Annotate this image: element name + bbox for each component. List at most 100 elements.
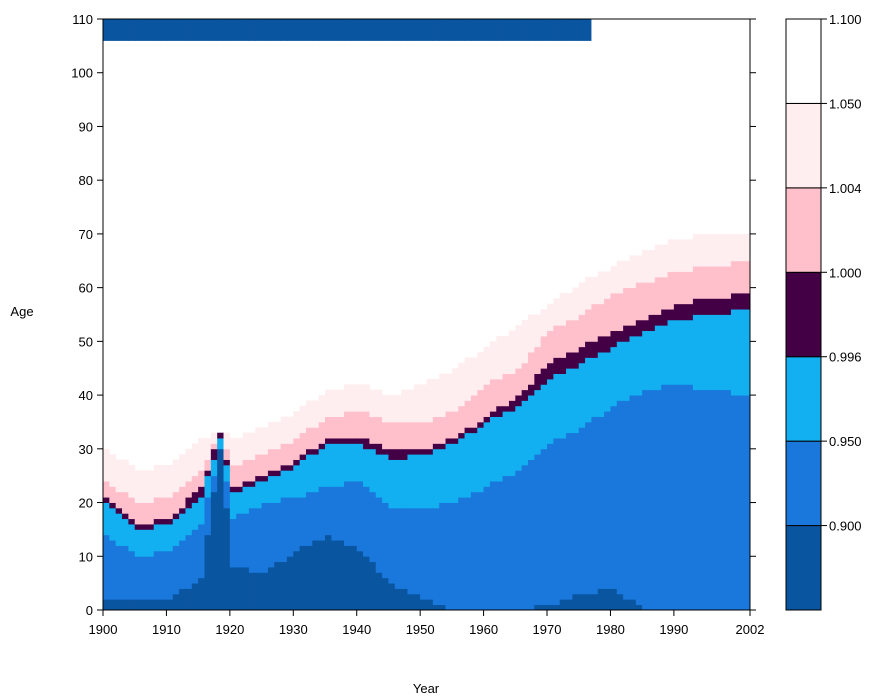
heatmap-cell <box>445 502 453 611</box>
heatmap-cell <box>445 443 453 503</box>
heatmap-cell <box>229 486 237 493</box>
heatmap-cell <box>337 416 345 439</box>
heatmap-cells <box>103 19 751 611</box>
legend-swatch <box>785 440 822 527</box>
heatmap-cell <box>420 19 427 41</box>
heatmap-cell <box>439 19 446 41</box>
heatmap-cell <box>521 319 529 364</box>
heatmap-cell <box>420 421 427 450</box>
heatmap-cell <box>394 421 402 450</box>
heatmap-cell <box>439 448 446 503</box>
heatmap-cell <box>559 357 567 374</box>
heatmap-cell <box>128 599 136 611</box>
heatmap-cell <box>502 405 510 412</box>
heatmap-cell <box>432 507 440 606</box>
heatmap-cell <box>242 432 250 460</box>
heatmap-cell <box>540 604 548 611</box>
heatmap-cell <box>210 432 218 444</box>
heatmap-cell <box>122 545 129 600</box>
heatmap-cell <box>210 443 218 450</box>
heatmap-cell <box>293 497 301 552</box>
legend-tick-label: 1.000 <box>829 265 862 280</box>
heatmap-cell <box>578 593 586 611</box>
heatmap-cell <box>413 507 421 595</box>
heatmap-cell <box>350 384 358 412</box>
heatmap-cell <box>141 524 148 530</box>
heatmap-cell <box>680 303 687 321</box>
heatmap-cell <box>318 421 326 444</box>
heatmap-cell <box>305 545 313 611</box>
heatmap-cell <box>305 427 313 450</box>
heatmap-cell <box>325 19 332 41</box>
heatmap-cell <box>401 19 408 41</box>
heatmap-cell <box>648 330 656 391</box>
legend-swatch <box>785 356 822 442</box>
heatmap-cell <box>629 287 637 326</box>
heatmap-cell <box>661 384 668 611</box>
heatmap-cell <box>616 293 624 332</box>
heatmap-cell <box>559 19 567 41</box>
heatmap-cell <box>540 384 548 450</box>
heatmap-cell <box>407 19 415 41</box>
heatmap-cell <box>210 491 218 611</box>
heatmap-cell <box>711 298 719 315</box>
heatmap-cell <box>515 395 523 407</box>
heatmap-cell <box>642 389 649 611</box>
heatmap-cell <box>699 314 706 391</box>
heatmap-cell <box>344 545 351 611</box>
heatmap-cell <box>141 556 148 600</box>
heatmap-cell <box>128 524 136 552</box>
heatmap-cell <box>464 19 472 41</box>
heatmap-cell <box>464 400 472 428</box>
heatmap-cell <box>122 19 129 41</box>
heatmap-cell <box>572 593 580 611</box>
heatmap-cell <box>686 384 694 611</box>
heatmap-cell <box>610 588 618 611</box>
heatmap-cell <box>743 309 751 396</box>
heatmap-cell <box>255 572 262 611</box>
heatmap-cell <box>204 459 212 471</box>
heatmap-cell <box>185 588 193 611</box>
heatmap-cell <box>325 534 332 611</box>
heatmap-cell <box>597 352 605 417</box>
heatmap-cell <box>305 400 313 428</box>
heatmap-cell <box>141 19 148 41</box>
heatmap-cell <box>147 524 155 530</box>
x-tick-label: 1910 <box>152 622 181 637</box>
heatmap-cell <box>248 572 256 611</box>
heatmap-cell <box>502 475 510 611</box>
heatmap-cell <box>229 438 237 466</box>
heatmap-cell <box>382 19 389 41</box>
heatmap-cell <box>432 443 440 450</box>
heatmap-cell <box>363 411 370 439</box>
heatmap-cell <box>585 19 592 41</box>
heatmap-cell <box>578 19 586 41</box>
heatmap-cell <box>153 497 161 520</box>
heatmap-cell <box>623 287 630 326</box>
heatmap-cell <box>255 427 262 455</box>
heatmap-cell <box>521 389 529 401</box>
heatmap-cell <box>305 491 313 546</box>
heatmap-cell <box>356 384 364 412</box>
heatmap-cell <box>559 373 567 439</box>
heatmap-cell <box>737 395 745 611</box>
heatmap-cell <box>502 19 510 41</box>
legend-tick-label: 0.996 <box>829 350 862 365</box>
heatmap-cell <box>553 325 561 358</box>
heatmap-cell <box>153 19 161 41</box>
heatmap-cell <box>654 325 662 391</box>
heatmap-cell <box>642 282 649 321</box>
heatmap-cell <box>172 593 180 611</box>
x-tick-label: 1990 <box>659 622 688 637</box>
heatmap-cell <box>566 19 573 41</box>
heatmap-cell <box>623 341 630 401</box>
heatmap-cell <box>286 443 294 466</box>
heatmap-cell <box>356 438 364 444</box>
heatmap-cell <box>261 475 269 482</box>
heatmap-cell <box>363 486 370 557</box>
heatmap-cell <box>534 346 542 374</box>
heatmap-cell <box>147 556 155 600</box>
heatmap-cell <box>724 389 732 611</box>
heatmap-cell <box>477 389 484 423</box>
heatmap-cell <box>356 443 364 482</box>
